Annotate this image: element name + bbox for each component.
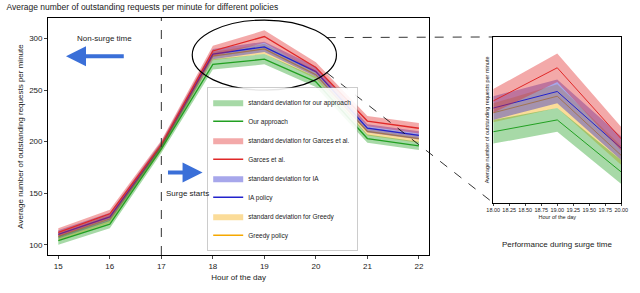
svg-text:Garces et al.: Garces et al.	[248, 156, 285, 163]
svg-text:20: 20	[311, 262, 320, 271]
svg-text:19.00: 19.00	[550, 207, 564, 213]
svg-text:Average number of outstanding: Average number of outstanding requests p…	[484, 57, 490, 184]
svg-text:standard deviation for IA: standard deviation for IA	[248, 175, 319, 182]
svg-text:Average number of outstanding: Average number of outstanding requests p…	[16, 44, 25, 229]
svg-text:300: 300	[29, 34, 43, 43]
svg-text:18: 18	[208, 262, 217, 271]
svg-text:18.75: 18.75	[534, 207, 548, 213]
svg-text:Hour of the day: Hour of the day	[538, 214, 576, 220]
svg-text:21: 21	[363, 262, 372, 271]
svg-text:IA policy: IA policy	[248, 194, 273, 202]
svg-text:standard deviation for Garces: standard deviation for Garces et al.	[248, 137, 349, 144]
svg-text:18.00: 18.00	[486, 207, 500, 213]
svg-text:standard deviation for our app: standard deviation for our approach	[248, 99, 351, 107]
svg-text:19.75: 19.75	[598, 207, 612, 213]
svg-text:200: 200	[29, 137, 43, 146]
svg-text:20.00: 20.00	[614, 207, 628, 213]
svg-text:standard deviation for Greedy: standard deviation for Greedy	[248, 213, 334, 221]
svg-text:18.50: 18.50	[518, 207, 532, 213]
svg-text:18.25: 18.25	[502, 207, 516, 213]
svg-text:19: 19	[260, 262, 269, 271]
svg-text:Average number of outstanding: Average number of outstanding requests p…	[6, 2, 278, 12]
svg-text:Performance during surge time: Performance during surge time	[502, 240, 612, 249]
svg-text:17: 17	[157, 262, 166, 271]
svg-text:15: 15	[54, 262, 63, 271]
svg-text:Surge starts: Surge starts	[166, 189, 209, 198]
svg-text:250: 250	[29, 86, 43, 95]
svg-text:22: 22	[414, 262, 423, 271]
svg-text:19.50: 19.50	[582, 207, 596, 213]
svg-text:100: 100	[29, 241, 43, 250]
svg-text:Non-surge time: Non-surge time	[77, 34, 132, 43]
svg-text:Greedy policy: Greedy policy	[248, 232, 288, 240]
svg-text:Our approach: Our approach	[248, 118, 288, 126]
svg-text:Hour of the day: Hour of the day	[211, 273, 266, 282]
svg-text:19.25: 19.25	[566, 207, 580, 213]
svg-text:16: 16	[105, 262, 114, 271]
svg-text:150: 150	[29, 189, 43, 198]
